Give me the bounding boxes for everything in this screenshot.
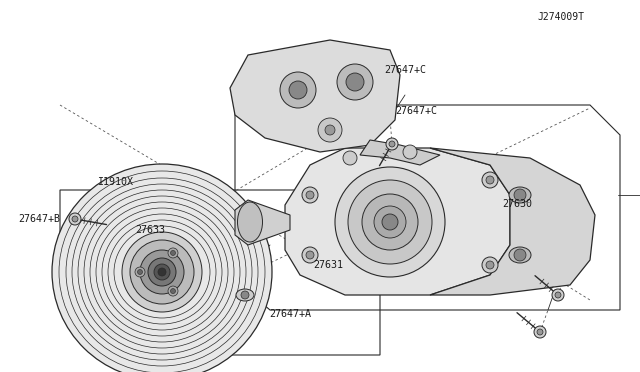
Circle shape [170,289,175,294]
Circle shape [482,257,498,273]
Circle shape [306,191,314,199]
Circle shape [69,213,81,225]
Circle shape [140,250,184,294]
Circle shape [486,176,494,184]
Circle shape [374,206,406,238]
Text: 27630: 27630 [502,199,532,209]
Polygon shape [230,40,400,152]
Text: 27647+B: 27647+B [18,214,60,224]
Text: J274009T: J274009T [538,12,584,22]
Circle shape [168,286,178,296]
Circle shape [138,269,143,275]
Circle shape [537,329,543,335]
Circle shape [325,125,335,135]
Circle shape [302,187,318,203]
Circle shape [158,268,166,276]
Circle shape [72,216,78,222]
Ellipse shape [237,202,262,242]
Ellipse shape [236,289,254,301]
Text: 27633: 27633 [136,225,166,235]
Circle shape [289,81,307,99]
Polygon shape [360,140,440,165]
Circle shape [382,214,398,230]
Circle shape [335,167,445,277]
Text: 27647+A: 27647+A [269,310,311,319]
Circle shape [241,291,249,299]
Text: I1910X: I1910X [97,177,133,186]
Circle shape [348,180,432,264]
Circle shape [318,118,342,142]
Ellipse shape [509,187,531,203]
Text: 27647+C: 27647+C [396,106,438,116]
Circle shape [135,267,145,277]
Circle shape [122,232,202,312]
Circle shape [280,72,316,108]
Polygon shape [285,148,510,295]
Circle shape [534,326,546,338]
Circle shape [168,248,178,258]
Circle shape [343,151,357,165]
Circle shape [130,240,194,304]
Circle shape [403,145,417,159]
Circle shape [514,249,526,261]
Circle shape [514,189,526,201]
Polygon shape [430,148,595,295]
Text: 27647+C: 27647+C [384,65,426,75]
Circle shape [482,172,498,188]
Circle shape [148,258,176,286]
Ellipse shape [52,164,272,372]
Circle shape [346,73,364,91]
Circle shape [389,141,395,147]
Circle shape [306,251,314,259]
Circle shape [386,138,398,150]
Polygon shape [235,200,290,245]
Circle shape [362,194,418,250]
Circle shape [337,64,373,100]
Ellipse shape [509,247,531,263]
Text: 27631: 27631 [314,260,344,270]
Circle shape [154,264,170,280]
Circle shape [302,247,318,263]
Circle shape [552,289,564,301]
Circle shape [555,292,561,298]
Circle shape [170,250,175,256]
Circle shape [486,261,494,269]
